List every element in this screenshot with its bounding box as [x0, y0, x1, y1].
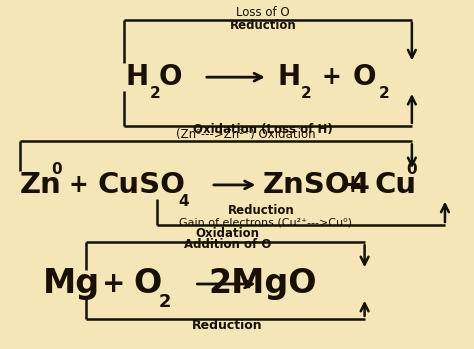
Text: Reduction: Reduction [228, 205, 294, 217]
Text: Oxidation: Oxidation [196, 227, 260, 240]
Text: O: O [159, 63, 182, 91]
Text: Zn: Zn [19, 171, 61, 199]
Text: Loss of O: Loss of O [236, 6, 290, 19]
Text: 2: 2 [301, 86, 311, 101]
Text: +: + [343, 173, 363, 197]
Text: 2: 2 [159, 293, 172, 311]
Text: O: O [133, 267, 161, 300]
Text: ZnSO4: ZnSO4 [263, 171, 371, 199]
Text: 4: 4 [178, 194, 189, 209]
Text: 2MgO: 2MgO [209, 267, 317, 300]
Text: Cu: Cu [374, 171, 416, 199]
Text: H: H [126, 63, 149, 91]
Text: 2: 2 [150, 86, 160, 101]
Text: Gain of electrons (Cu²⁺--->Cu⁰): Gain of electrons (Cu²⁺--->Cu⁰) [179, 217, 352, 228]
Text: (Zn⁰--->Zn²⁺) Oxidation: (Zn⁰--->Zn²⁺) Oxidation [175, 128, 315, 141]
Text: Reduction: Reduction [229, 18, 296, 31]
Text: Addition of O: Addition of O [184, 238, 271, 251]
Text: CuSO: CuSO [98, 171, 186, 199]
Text: O: O [353, 63, 376, 91]
Text: +: + [69, 173, 89, 197]
Text: 0: 0 [51, 162, 62, 177]
Text: Reduction: Reduction [192, 319, 263, 332]
Text: Mg: Mg [43, 267, 100, 300]
Text: Oxidation (Loss of H): Oxidation (Loss of H) [193, 123, 333, 136]
Text: 2: 2 [379, 86, 390, 101]
Text: +: + [322, 65, 341, 89]
Text: H: H [277, 63, 301, 91]
Text: +: + [102, 270, 126, 298]
Text: 0: 0 [406, 162, 417, 177]
